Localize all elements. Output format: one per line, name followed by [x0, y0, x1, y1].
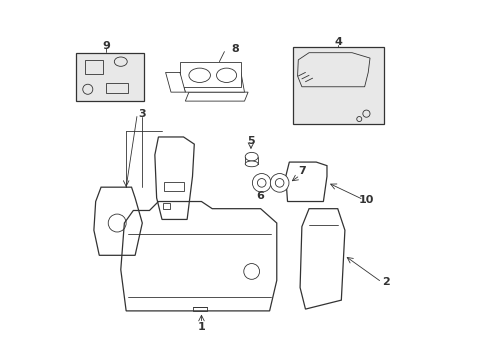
Polygon shape — [185, 92, 247, 101]
Text: 10: 10 — [358, 195, 373, 205]
Text: 2: 2 — [382, 277, 389, 287]
Ellipse shape — [244, 161, 258, 167]
Ellipse shape — [244, 152, 258, 161]
Ellipse shape — [270, 174, 288, 192]
Text: 6: 6 — [255, 191, 264, 201]
Ellipse shape — [252, 174, 270, 192]
Text: 5: 5 — [246, 136, 254, 145]
Ellipse shape — [275, 179, 284, 187]
Bar — [163, 182, 183, 191]
Text: 3: 3 — [138, 109, 146, 119]
Text: 4: 4 — [334, 37, 342, 46]
Polygon shape — [180, 62, 241, 87]
Bar — [76, 53, 144, 101]
Bar — [292, 47, 384, 125]
Text: 8: 8 — [231, 44, 239, 54]
Text: 7: 7 — [298, 166, 306, 176]
Polygon shape — [165, 72, 185, 92]
Ellipse shape — [257, 179, 265, 187]
Polygon shape — [180, 72, 244, 92]
Text: 1: 1 — [197, 322, 205, 332]
Bar — [163, 203, 169, 209]
Text: 9: 9 — [102, 41, 110, 50]
